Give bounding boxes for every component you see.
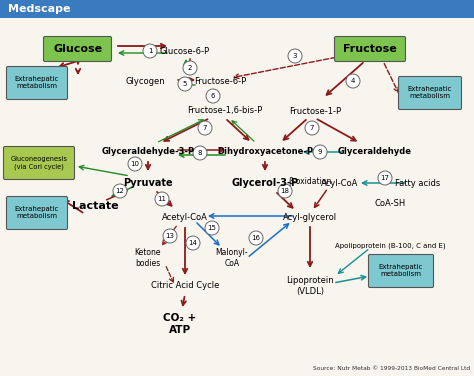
Text: Extrahepatic
metabolism: Extrahepatic metabolism xyxy=(408,86,452,100)
Circle shape xyxy=(128,157,142,171)
Text: 14: 14 xyxy=(189,240,198,246)
Text: Glyceraldehyde: Glyceraldehyde xyxy=(338,147,412,156)
Text: Extrahepatic
metabolism: Extrahepatic metabolism xyxy=(379,264,423,277)
Text: Source: Nutr Metab © 1999-2013 BioMed Central Ltd: Source: Nutr Metab © 1999-2013 BioMed Ce… xyxy=(313,366,470,371)
Text: Gluconeogenesis
(via Cori cycle): Gluconeogenesis (via Cori cycle) xyxy=(10,156,67,170)
Text: 9: 9 xyxy=(318,149,322,155)
FancyBboxPatch shape xyxy=(7,197,67,229)
Text: Citric Acid Cycle: Citric Acid Cycle xyxy=(151,282,219,291)
Circle shape xyxy=(305,121,319,135)
Text: CO₂ +
ATP: CO₂ + ATP xyxy=(164,313,197,335)
Circle shape xyxy=(183,61,197,75)
Text: Extrahepatic
metabolism: Extrahepatic metabolism xyxy=(15,76,59,89)
FancyBboxPatch shape xyxy=(3,147,74,179)
Text: 3: 3 xyxy=(293,53,297,59)
Text: Malonyl-
CoA: Malonyl- CoA xyxy=(216,248,248,268)
Text: 7: 7 xyxy=(203,125,207,131)
Circle shape xyxy=(288,49,302,63)
FancyBboxPatch shape xyxy=(44,36,111,62)
Circle shape xyxy=(193,146,207,160)
Text: Apolipoprotein (B-100, C and E): Apolipoprotein (B-100, C and E) xyxy=(335,243,445,249)
Bar xyxy=(0,0,474,18)
Text: 12: 12 xyxy=(116,188,125,194)
Circle shape xyxy=(378,171,392,185)
Text: 18: 18 xyxy=(281,188,290,194)
Circle shape xyxy=(163,229,177,243)
Text: 15: 15 xyxy=(208,225,217,231)
Circle shape xyxy=(155,192,169,206)
Text: Extrahepatic
metabolism: Extrahepatic metabolism xyxy=(15,206,59,220)
Text: Acetyl-CoA: Acetyl-CoA xyxy=(162,214,208,223)
Circle shape xyxy=(143,44,157,58)
FancyBboxPatch shape xyxy=(399,76,462,109)
Text: Acyl-CoA: Acyl-CoA xyxy=(321,179,359,188)
Text: Lipoprotein
(VLDL): Lipoprotein (VLDL) xyxy=(286,276,334,296)
Text: CoA-SH: CoA-SH xyxy=(374,199,406,208)
FancyBboxPatch shape xyxy=(368,255,434,288)
Text: Ketone
bodies: Ketone bodies xyxy=(135,248,161,268)
Text: 1: 1 xyxy=(148,48,152,54)
Circle shape xyxy=(249,231,263,245)
Text: 17: 17 xyxy=(381,175,390,181)
Text: 4: 4 xyxy=(351,78,355,84)
Text: 5: 5 xyxy=(183,81,187,87)
Text: Glucose: Glucose xyxy=(54,44,102,54)
Text: Fructose-1,6-bis-P: Fructose-1,6-bis-P xyxy=(187,106,263,115)
Text: Dihydroxyacetone-P: Dihydroxyacetone-P xyxy=(217,147,313,156)
Text: Fructose-6-P: Fructose-6-P xyxy=(194,76,246,85)
Text: Pyruvate: Pyruvate xyxy=(123,178,173,188)
Circle shape xyxy=(178,77,192,91)
Text: Lactate: Lactate xyxy=(72,201,118,211)
Text: Glyceraldehyde-3-P: Glyceraldehyde-3-P xyxy=(101,147,194,156)
Text: Acyl-glycerol: Acyl-glycerol xyxy=(283,214,337,223)
Circle shape xyxy=(205,221,219,235)
Text: β-oxidation: β-oxidation xyxy=(288,176,332,185)
Text: 7: 7 xyxy=(310,125,314,131)
FancyBboxPatch shape xyxy=(7,67,67,100)
FancyBboxPatch shape xyxy=(335,36,405,62)
Circle shape xyxy=(198,121,212,135)
Text: Fatty acids: Fatty acids xyxy=(395,179,441,188)
Text: 8: 8 xyxy=(198,150,202,156)
Circle shape xyxy=(206,89,220,103)
Text: 11: 11 xyxy=(157,196,166,202)
Text: 2: 2 xyxy=(188,65,192,71)
Text: 13: 13 xyxy=(165,233,174,239)
Text: 6: 6 xyxy=(211,93,215,99)
Text: 10: 10 xyxy=(130,161,139,167)
Text: Glucose-6-P: Glucose-6-P xyxy=(160,47,210,56)
Circle shape xyxy=(278,184,292,198)
Text: 16: 16 xyxy=(252,235,261,241)
Text: Glycerol-3-P: Glycerol-3-P xyxy=(231,178,299,188)
Text: Fructose-1-P: Fructose-1-P xyxy=(289,106,341,115)
Circle shape xyxy=(113,184,127,198)
Circle shape xyxy=(186,236,200,250)
Text: Medscape: Medscape xyxy=(8,4,71,14)
Text: Glycogen: Glycogen xyxy=(125,76,165,85)
Circle shape xyxy=(313,145,327,159)
Circle shape xyxy=(346,74,360,88)
Text: Fructose: Fructose xyxy=(343,44,397,54)
